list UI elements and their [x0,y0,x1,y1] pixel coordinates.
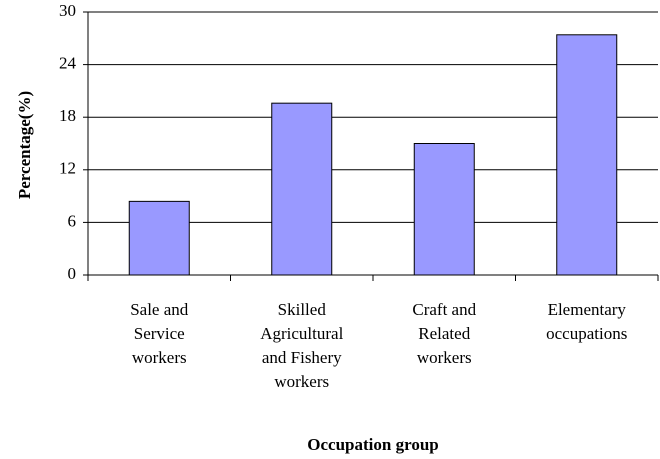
bar [556,34,618,276]
bar [271,102,333,276]
y-tick-label: 12 [59,159,76,178]
x-axis-title: Occupation group [307,435,438,454]
x-tick-label: Craft and Related workers [412,300,477,367]
y-tick-label: 6 [68,211,77,230]
x-tick-label: Skilled Agricultural and Fishery workers [260,300,344,391]
bar [413,143,475,276]
x-tick-label: Sale and Service workers [130,300,189,367]
y-tick-label: 24 [59,54,77,73]
y-tick-label: 30 [59,1,76,20]
y-tick-label: 18 [59,106,76,125]
bar [128,200,190,276]
y-axis-title: Percentage(%) [15,91,34,199]
x-tick-label: Elementary occupations [546,300,628,343]
y-tick-label: 0 [68,264,77,283]
